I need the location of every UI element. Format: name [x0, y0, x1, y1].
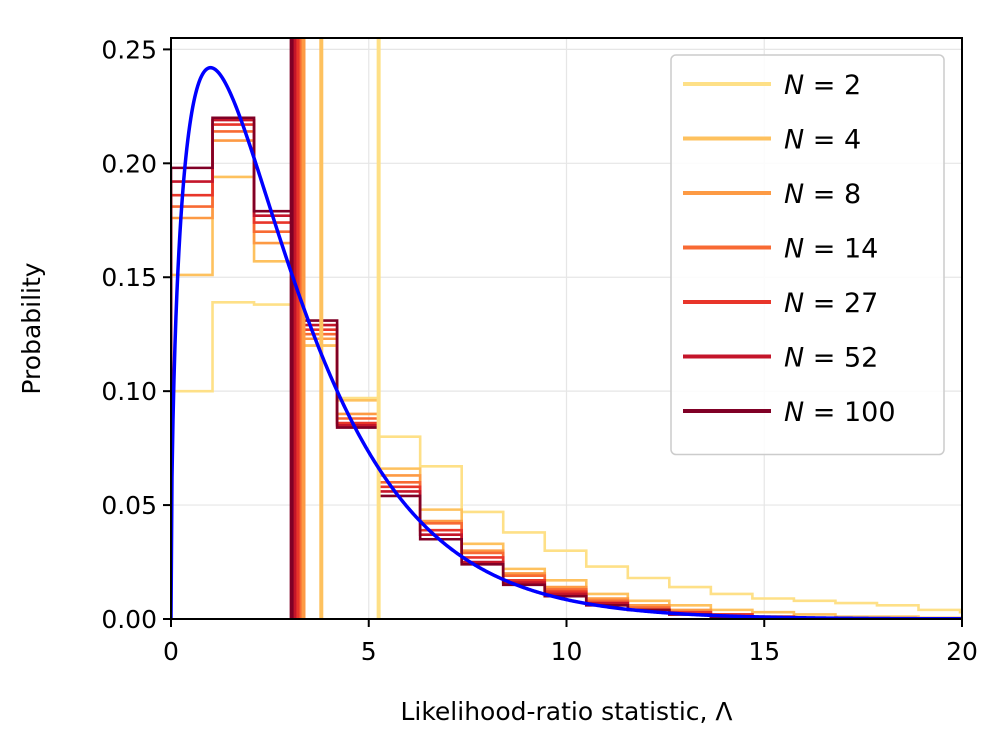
y-tick-label: 0.20 [101, 149, 157, 178]
y-tick-label: 0.10 [101, 377, 157, 406]
y-tick-label: 0.05 [101, 491, 157, 520]
legend-label: N = 27 [784, 288, 878, 319]
y-tick-label: 0.25 [101, 35, 157, 64]
x-tick-label: 15 [748, 637, 780, 666]
ticks: 0 5 10 15 20 0.00 0.05 0.10 0.15 0.20 0.25 [101, 35, 978, 666]
x-tick-label: 20 [946, 637, 978, 666]
legend-label: N = 100 [784, 397, 896, 428]
legend-label: N = 52 [784, 343, 878, 374]
legend-label: N = 14 [784, 234, 878, 265]
x-axis-label: Likelihood-ratio statistic, Λ [400, 697, 732, 726]
legend-label: N = 8 [784, 179, 861, 210]
legend: N = 2 N = 4 N = 8 N = 14 N = 27 N = 52 N = 100 [670, 54, 945, 456]
cutoff-lines [289, 38, 381, 619]
x-tick-label: 0 [163, 637, 179, 666]
y-axis-label: Probability [17, 262, 46, 394]
legend-label: N = 4 [784, 125, 861, 156]
y-tick-label: 0.15 [101, 263, 157, 292]
legend-label: N = 2 [784, 70, 861, 101]
x-tick-label: 10 [551, 637, 583, 666]
y-tick-label: 0.00 [101, 605, 157, 634]
x-tick-label: 5 [361, 637, 377, 666]
